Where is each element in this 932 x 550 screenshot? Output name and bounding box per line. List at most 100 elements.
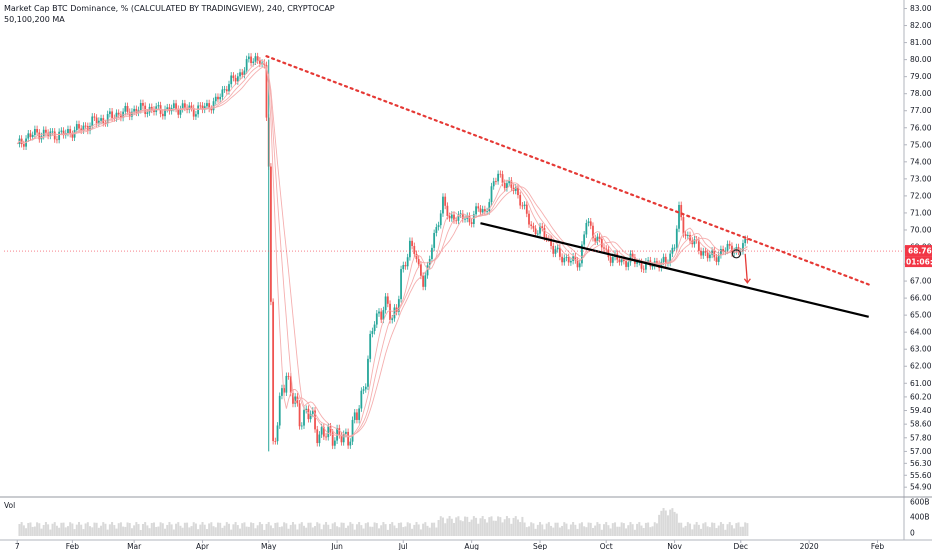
candle-body <box>322 427 325 437</box>
volume-bar <box>192 522 195 536</box>
candle-body <box>397 299 400 312</box>
candle-body <box>715 257 718 262</box>
candle-body <box>442 196 444 214</box>
candle-body <box>311 410 314 414</box>
candle-body <box>380 311 383 320</box>
candle-body <box>640 261 643 269</box>
candle-body <box>558 247 561 257</box>
volume-bar <box>254 528 257 536</box>
candle-body <box>375 313 378 325</box>
candle-body <box>726 243 729 251</box>
volume-bar <box>625 528 628 536</box>
candle-body <box>265 65 268 118</box>
volume-bar <box>106 529 109 536</box>
candle-body <box>362 389 365 391</box>
volume-bar <box>713 522 716 536</box>
candle-body <box>420 264 422 276</box>
volume-bar <box>179 525 182 536</box>
candle-body <box>391 318 394 321</box>
volume-bar <box>574 524 577 536</box>
candle-body <box>139 103 142 111</box>
volume-bar <box>212 526 215 536</box>
candle-body <box>126 105 129 112</box>
candle-body <box>611 257 614 263</box>
volume-bar <box>161 523 164 536</box>
volume-bar <box>552 527 555 536</box>
candle-body <box>746 238 749 241</box>
x-tick-label: 2020 <box>800 542 819 550</box>
volume-bar <box>587 522 590 536</box>
candle-body <box>435 227 438 233</box>
volume-bar <box>25 528 28 536</box>
candle-body <box>261 62 263 64</box>
candle-body <box>195 114 197 117</box>
volume-bar <box>232 524 235 536</box>
volume-bar <box>269 525 272 536</box>
x-tick-label: Feb <box>871 542 885 550</box>
volume-bar <box>327 524 330 536</box>
volume-bar <box>159 522 162 536</box>
candle-body <box>519 195 522 206</box>
candle-body <box>495 181 497 183</box>
candle-body <box>671 247 674 254</box>
volume-bar <box>466 516 469 536</box>
volume-bar <box>472 516 475 536</box>
x-tick-label: Oct <box>600 542 613 550</box>
volume-bar <box>536 524 539 536</box>
candle-body <box>210 108 213 111</box>
volume-bar <box>157 526 160 536</box>
candle-body <box>618 259 621 263</box>
candle-body <box>472 214 475 224</box>
volume-bar <box>695 522 698 536</box>
volume-bar <box>181 527 184 536</box>
y-tick-label: 62.00 <box>910 362 932 371</box>
candle-body <box>497 173 500 182</box>
volume-bar <box>280 526 283 536</box>
volume-bar <box>658 514 661 536</box>
candle-body <box>20 138 23 145</box>
volume-bar <box>144 522 147 536</box>
candle-body <box>669 253 672 263</box>
candle-body <box>457 214 460 221</box>
volume-bar <box>318 523 321 536</box>
candle-body <box>278 395 281 426</box>
candle-body <box>585 222 588 235</box>
candle-body <box>91 116 94 126</box>
volume-bar <box>139 529 142 536</box>
volume-bar <box>137 524 140 536</box>
candle-body <box>367 358 369 387</box>
y-tick-label: 67.00 <box>910 277 932 286</box>
volume-bar <box>155 526 158 536</box>
volume-bar <box>501 522 504 536</box>
candle-body <box>543 228 546 238</box>
volume-bar <box>148 528 151 536</box>
candle-body <box>656 261 658 264</box>
candle-body <box>744 238 747 244</box>
candle-body <box>353 412 356 420</box>
volume-bar <box>550 525 553 536</box>
candle-body <box>642 268 645 270</box>
candle-body <box>42 129 45 137</box>
volume-bar <box>355 524 358 536</box>
volume-bar <box>629 522 632 536</box>
last-price-value: 68.76 <box>908 247 932 256</box>
x-tick-label: Apr <box>196 542 210 550</box>
y-tick-label: 59.40 <box>910 406 932 415</box>
candle-body <box>673 247 676 249</box>
volume-bar <box>636 523 639 536</box>
volume-bar <box>459 520 462 536</box>
volume-bar <box>642 528 645 536</box>
candle-body <box>303 410 305 426</box>
volume-bar <box>408 523 411 536</box>
volume-bar <box>444 523 447 536</box>
candle-body <box>236 76 239 82</box>
volume-bar <box>126 522 129 536</box>
candle-body <box>228 84 230 92</box>
volume-bar <box>499 517 502 536</box>
volume-bar <box>715 528 718 536</box>
volume-bar <box>349 522 352 536</box>
volume-bar <box>333 522 336 536</box>
volume-bar <box>55 525 58 536</box>
volume-bar <box>741 526 744 536</box>
